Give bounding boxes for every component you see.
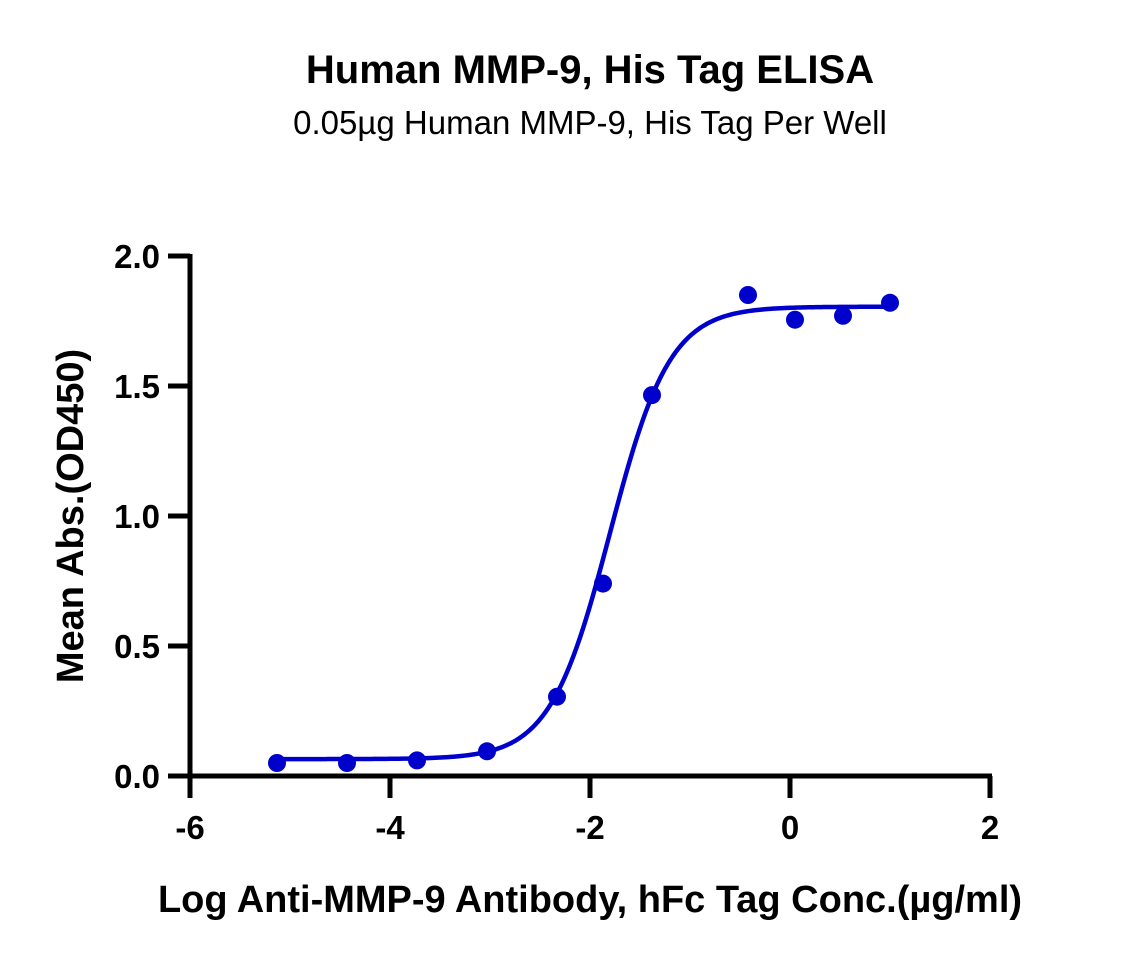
y-tick-label: 1.0 — [114, 498, 160, 535]
data-point — [548, 687, 566, 706]
data-point — [594, 574, 612, 593]
x-tick-label: -4 — [375, 809, 405, 846]
x-tick-label: -6 — [175, 809, 204, 846]
y-tick-label: 0.0 — [114, 758, 160, 795]
data-point — [268, 754, 286, 772]
chart-subtitle: 0.05µg Human MMP-9, His Tag Per Well — [293, 104, 887, 141]
fit-curve-layer — [277, 304, 890, 762]
x-tick-label: -2 — [575, 809, 604, 846]
y-tick-label: 1.5 — [114, 368, 160, 405]
data-point — [786, 310, 804, 329]
x-axis-label: Log Anti-MMP-9 Antibody, hFc Tag Conc.(µ… — [158, 879, 1022, 921]
y-tick-label: 2.0 — [114, 238, 160, 275]
y-axis-label: Mean Abs.(OD450) — [50, 349, 92, 683]
data-point — [834, 306, 852, 325]
fit-curve — [277, 304, 890, 762]
data-points-layer — [268, 286, 899, 772]
data-point — [739, 286, 757, 304]
x-tick-label: 0 — [781, 809, 799, 846]
x-tick-label: 2 — [981, 809, 999, 846]
data-point — [408, 751, 426, 770]
data-point — [643, 386, 661, 405]
chart-title: Human MMP-9, His Tag ELISA — [306, 48, 874, 92]
data-point — [881, 293, 899, 312]
y-tick-label: 0.5 — [114, 628, 160, 665]
data-point — [338, 754, 356, 772]
data-point — [478, 742, 496, 761]
axes: -6 -4 -2 0 2 0.0 0.5 1.0 1.5 2.0 — [114, 238, 999, 846]
